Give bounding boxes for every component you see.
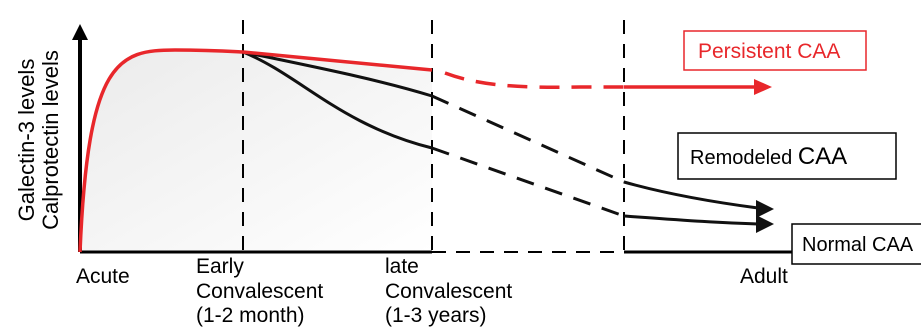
stage-early-label-line3: (1-2 month) bbox=[196, 304, 305, 327]
normal-caa-label: Normal CAA bbox=[802, 234, 914, 256]
persistent-caa-label: Persistent CAA bbox=[698, 40, 840, 63]
persistent-curve-solid bbox=[78, 48, 433, 253]
remodeled-arrowhead bbox=[756, 200, 774, 218]
remodeled-curve-end bbox=[623, 180, 759, 210]
stage-late-label-line3: (1-3 years) bbox=[385, 304, 487, 327]
normal-arrowhead bbox=[756, 215, 774, 233]
shaded-area bbox=[80, 50, 432, 252]
stage-late-label-line1: late bbox=[385, 255, 419, 278]
stage-late-label-line2: Convalescent bbox=[385, 280, 512, 303]
persistent-curve-dashed bbox=[444, 71, 624, 89]
stage-acute-label: Acute bbox=[76, 265, 130, 288]
y-axis-label-galectin: Galectin-3 levels bbox=[14, 59, 39, 222]
remodeled-caa-label-prefix: Remodeled bbox=[690, 147, 798, 169]
stage-early-label-line1: Early bbox=[196, 255, 244, 278]
y-axis-label-calprotectin: Calprotectin levels bbox=[38, 50, 63, 230]
normal-curve-dashed bbox=[431, 146, 625, 218]
normal-curve-solid bbox=[242, 50, 433, 150]
remodeled-curve-solid bbox=[242, 50, 433, 98]
remodeled-caa-label: Remodeled CAA bbox=[690, 143, 847, 170]
normal-curve-end bbox=[623, 214, 759, 226]
stage-adult-label: Adult bbox=[740, 265, 788, 288]
normal-caa-box: Normal CAA bbox=[791, 223, 921, 265]
remodeled-caa-box: Remodeled CAA bbox=[677, 132, 897, 180]
remodeled-curve-dashed bbox=[431, 94, 625, 184]
stage-early-label-line2: Convalescent bbox=[196, 280, 323, 303]
y-axis-arrow bbox=[72, 24, 88, 40]
persistent-caa-box: Persistent CAA bbox=[683, 30, 867, 71]
remodeled-caa-label-suffix: CAA bbox=[798, 143, 847, 170]
persistent-arrowhead bbox=[754, 79, 772, 95]
